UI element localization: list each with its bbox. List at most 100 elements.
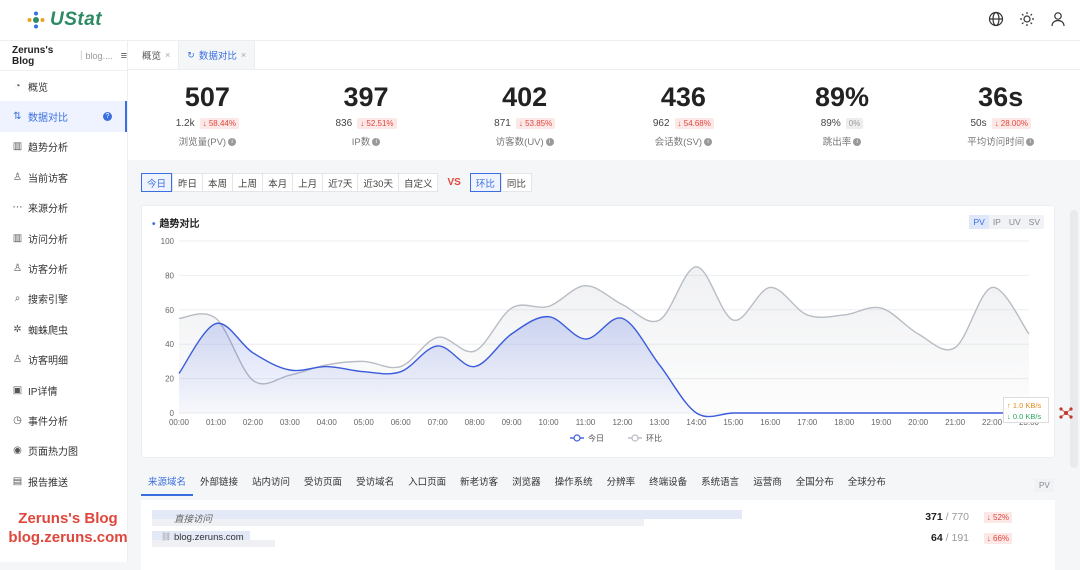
compare-button[interactable]: 同比 [501,173,532,192]
close-icon[interactable]: × [165,50,170,60]
app-logo[interactable]: UStat [27,9,102,31]
period-button[interactable]: 自定义 [398,173,439,192]
bar-today [152,510,742,519]
source-tab[interactable]: 外部链接 [193,470,245,496]
top-bar: UStat [0,0,1080,41]
x-tick-label: 13:00 [649,418,670,427]
bar-icon: ▥ [12,233,23,244]
info-icon[interactable]: i [546,138,554,146]
pv-tag[interactable]: PV [1035,479,1054,492]
sidebar-item[interactable]: ◔概览 [0,71,127,101]
source-tab[interactable]: 入口页面 [401,470,453,496]
help-icon[interactable]: ? [103,112,112,121]
sidebar-item[interactable]: ◉页面热力图 [0,436,127,466]
sidebar-item[interactable]: ▣IP详情 [0,375,127,405]
sidebar-item[interactable]: ⌕搜索引擎 [0,284,127,314]
refresh-icon[interactable]: ↻ [187,50,195,61]
source-tab[interactable]: 全球分布 [841,470,893,496]
period-button[interactable]: 近30天 [357,173,398,192]
source-tab[interactable]: 操作系统 [548,470,600,496]
source-tab[interactable]: 终端设备 [642,470,694,496]
sun-icon[interactable] [1019,11,1035,27]
globe-icon[interactable] [988,11,1004,27]
x-tick-label: 16:00 [760,418,781,427]
source-tab[interactable]: 系统语言 [694,470,746,496]
x-tick-label: 05:00 [354,418,375,427]
tab-compare[interactable]: ↻ 数据对比 × [178,41,255,69]
x-tick-label: 18:00 [834,418,855,427]
info-icon[interactable]: i [1026,138,1034,146]
metric-tab[interactable]: UV [1005,215,1025,229]
source-tab[interactable]: 受访域名 [349,470,401,496]
close-icon[interactable]: × [241,50,246,60]
sidebar-item[interactable]: ◷事件分析 [0,405,127,435]
menu-toggle-icon[interactable]: ≡ [121,50,127,62]
network-speed: ↑ 1.0 KB/s ↓ 0.0 KB/s [1003,397,1049,423]
tab-overview[interactable]: 概览 × [134,41,178,69]
metric-tab[interactable]: IP [989,215,1005,229]
sidebar-item[interactable]: ♙当前访客 [0,162,127,192]
source-tab[interactable]: 运营商 [746,470,789,496]
watermark: Zeruns's Blog blog.zeruns.com [5,509,131,547]
users-icon: ♙ [12,263,23,274]
period-button[interactable]: 本周 [202,173,232,192]
stat-value: 397 [287,81,446,113]
metric-tab[interactable]: PV [969,215,988,229]
row-label: 直接访问 [174,511,212,525]
info-icon[interactable]: i [372,138,380,146]
stat-label-row: 访客数(UV)i [445,134,604,148]
info-icon[interactable]: i [228,138,236,146]
source-tab[interactable]: 站内访问 [245,470,297,496]
source-tab[interactable]: 分辨率 [600,470,643,496]
sidebar-item[interactable]: ▥趋势分析 [0,132,127,162]
period-button[interactable]: 上月 [292,173,322,192]
x-tick-label: 19:00 [871,418,892,427]
nav-list: ◔概览⇅数据对比?▥趋势分析♙当前访客⋯来源分析▥访问分析♙访客分析⌕搜索引擎✲… [0,71,127,496]
metric-tab[interactable]: SV [1025,215,1044,229]
sidebar-item-label: 数据对比 [28,109,68,124]
stat-label: 平均访问时间 [967,137,1024,148]
floating-logo-icon[interactable] [1058,405,1074,421]
stat-change-badge: ↓ 58.44% [200,118,239,129]
source-tab[interactable]: 新老访客 [453,470,505,496]
legend-label[interactable]: 环比 [646,433,662,443]
x-tick-label: 09:00 [502,418,523,427]
period-button[interactable]: 本月 [262,173,292,192]
sidebar-item[interactable]: ⋯来源分析 [0,193,127,223]
user-icon[interactable] [1050,11,1066,27]
source-tab[interactable]: 受访页面 [297,470,349,496]
source-tab[interactable]: 浏览器 [505,470,548,496]
sidebar-item-label: 页面热力图 [28,443,78,458]
sidebar-item[interactable]: ▥访问分析 [0,223,127,253]
sidebar-item[interactable]: ♙访客分析 [0,253,127,283]
period-button[interactable]: 今日 [141,173,172,192]
sidebar-item[interactable]: ▤报告推送 [0,466,127,496]
period-button[interactable]: 昨日 [172,173,202,192]
source-tab[interactable]: 来源域名 [141,470,193,496]
scrollbar[interactable] [1070,210,1078,468]
compare-button[interactable]: 环比 [470,173,501,192]
legend-label[interactable]: 今日 [588,433,604,443]
speed-up: ↑ 1.0 KB/s [1007,400,1045,411]
source-tab[interactable]: 全国分布 [789,470,841,496]
info-icon[interactable]: i [853,138,861,146]
sidebar-item[interactable]: ⇅数据对比? [0,101,127,131]
stat-label: 访客数(UV) [496,137,544,148]
link-icon: ⛓ [161,532,171,541]
stat-compare-row: 50s↓ 28.00% [921,118,1080,129]
info-icon[interactable]: i [704,138,712,146]
sidebar-item-label: 来源分析 [28,200,68,215]
site-selector[interactable]: Zeruns's Blog | blog.... ≡ [0,41,127,71]
stat-compare-row: 836↓ 52.51% [287,118,446,129]
period-button[interactable]: 上周 [232,173,262,192]
sidebar-item[interactable]: ✲蜘蛛爬虫 [0,314,127,344]
period-button[interactable]: 近7天 [322,173,357,192]
sidebar-item[interactable]: ♙访客明细 [0,345,127,375]
